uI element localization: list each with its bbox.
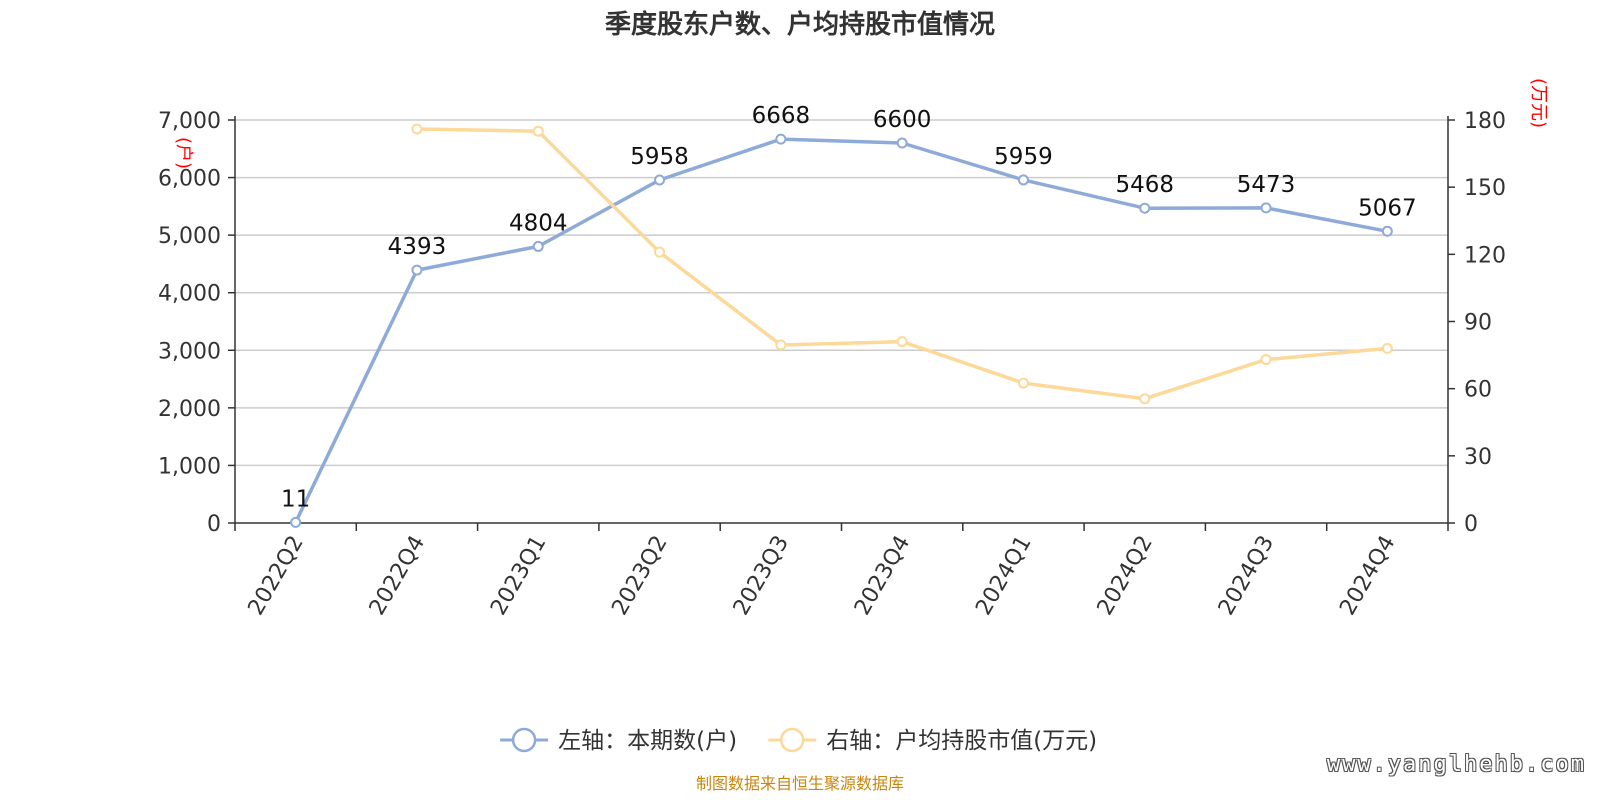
right-axis-tick-label: 30 [1464,445,1492,470]
right-axis-tick-label: 0 [1464,512,1478,537]
data-point [1017,174,1029,186]
legend-item-0[interactable]: 左轴：本期数(户) [500,727,737,754]
data-point [1260,354,1272,366]
data-label: 5959 [994,144,1053,170]
data-point [1139,393,1151,405]
data-point [775,133,787,145]
x-axis-tick-label: 2022Q2 [244,532,309,620]
watermark: www.yanglhehb.com [1326,752,1586,777]
data-label: 6668 [752,103,811,129]
right-axis-tick-label: 90 [1464,311,1492,336]
data-point [1139,202,1151,214]
x-axis-tick-label: 2022Q4 [365,532,430,620]
data-label: 5067 [1358,195,1417,221]
legend-label: 左轴：本期数(户) [558,728,737,754]
data-point [896,137,908,149]
data-point [411,264,423,276]
legend-circle-icon [779,727,805,753]
x-axis-tick-label: 2024Q4 [1335,532,1400,620]
right-axis-tick-label: 120 [1464,243,1506,268]
x-axis-tick-label: 2023Q3 [729,532,794,620]
left-axis-tick-label: 6,000 [158,167,221,192]
data-label: 6600 [873,107,932,133]
x-axis-tick-label: 2023Q1 [486,532,551,620]
left-axis-unit: (户) [173,137,194,169]
legend-label: 右轴：户均持股市值(万元) [826,728,1097,754]
data-label: 4804 [509,210,568,236]
left-axis-tick-label: 0 [207,512,221,537]
legend-item-1[interactable]: 右轴：户均持股市值(万元) [768,727,1097,754]
grid-lines [235,119,1448,467]
x-axis-tick-label: 2023Q4 [850,532,915,620]
data-point [654,174,666,186]
left-axis-tick-label: 5,000 [158,224,221,249]
data-point [775,339,787,351]
data-point [1017,377,1029,389]
left-axis-tick-label: 2,000 [158,397,221,422]
legend-circle-icon [511,727,537,753]
axes: 0 1,000 2,000 3,000 4,000 5,000 6,000 7,000 0 30 6… [158,78,1549,620]
right-axis-tick-label: 150 [1464,176,1506,201]
data-label: 11 [281,486,310,512]
legend[interactable]: 左轴：本期数(户) 右轴：户均持股市值(万元) [500,727,1097,754]
data-label: 5958 [630,144,689,170]
data-point [532,240,544,252]
chart-title: 季度股东户数、户均持股市值情况 [604,10,995,40]
data-point [290,516,302,528]
right-axis-tick-label: 60 [1464,378,1492,403]
data-point [411,123,423,135]
data-point [1381,225,1393,237]
series-line-0 [294,137,1388,524]
data-point [1381,342,1393,354]
data-label: 5473 [1237,172,1296,198]
data-point [654,246,666,258]
data-labels: 11 4393 4804 5958 6668 6600 5959 5468 5473 5067 [281,103,1417,512]
right-axis-tick-label: 180 [1464,109,1506,134]
right-axis-unit: (万元) [1528,78,1549,128]
source-note: 制图数据来自恒生聚源数据库 [695,774,904,793]
series-lines [290,123,1393,528]
left-axis-tick-label: 7,000 [158,109,221,134]
data-label: 4393 [388,234,447,260]
x-axis-tick-label: 2024Q3 [1214,532,1279,620]
data-point [532,125,544,137]
left-axis-tick-label: 4,000 [158,282,221,307]
series-line-1 [416,127,1388,401]
x-axis-tick-label: 2023Q2 [607,532,672,620]
left-axis-tick-label: 1,000 [158,454,221,479]
data-label: 5468 [1115,172,1174,198]
x-axis-tick-label: 2024Q2 [1093,532,1158,620]
x-axis-tick-label: 2024Q1 [971,532,1036,620]
left-axis-tick-label: 3,000 [158,339,221,364]
data-point [896,336,908,348]
data-point [1260,202,1272,214]
